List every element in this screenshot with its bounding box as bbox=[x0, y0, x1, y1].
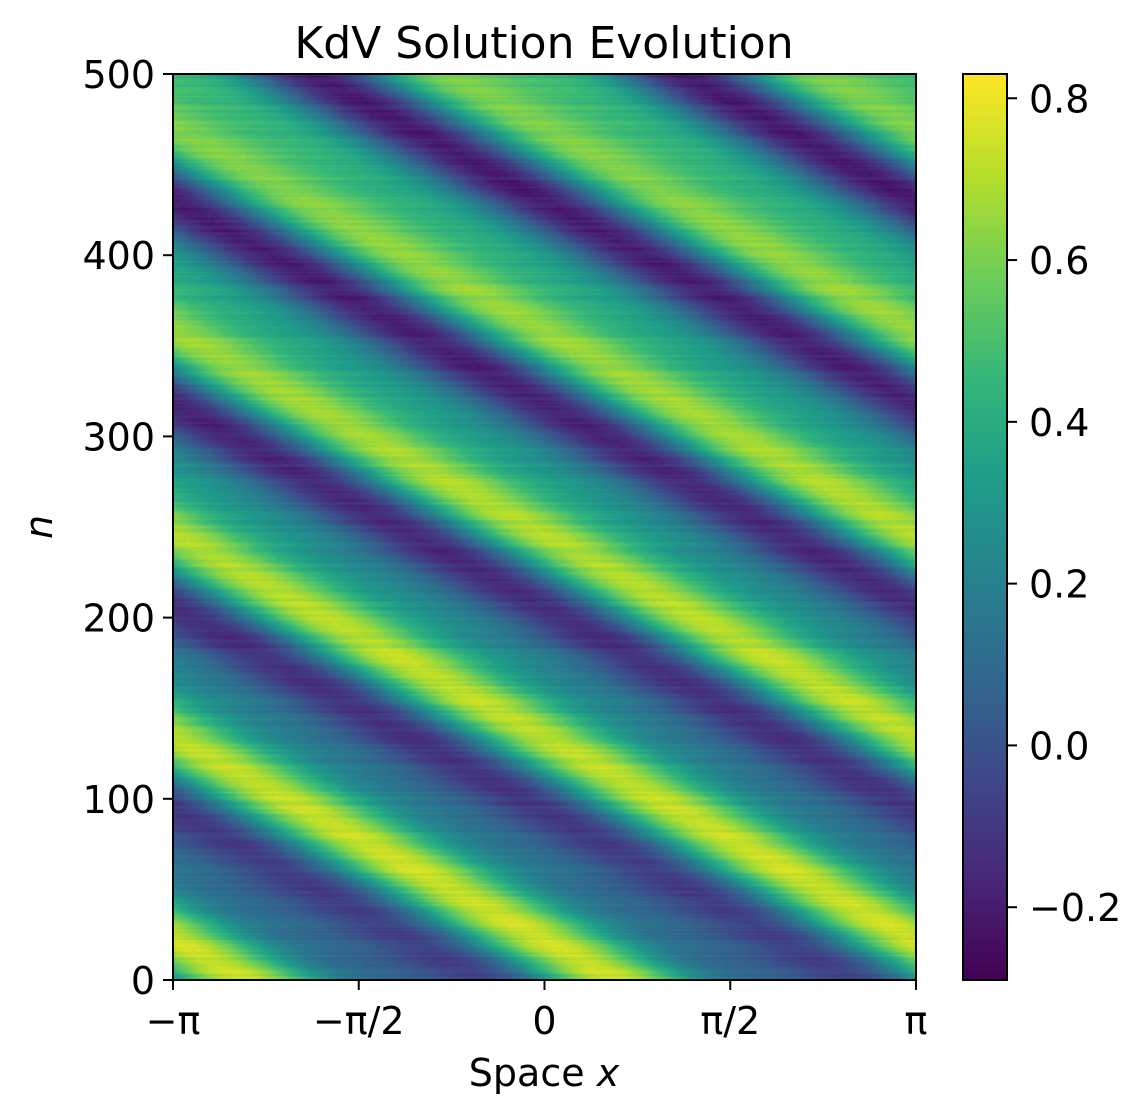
colorbar-tick-label: 0.2 bbox=[1029, 563, 1089, 607]
colorbar-tick-label: −0.2 bbox=[1029, 886, 1121, 930]
heatmap bbox=[173, 74, 916, 980]
x-tick-label: 0 bbox=[532, 999, 556, 1043]
chart-title: KdV Solution Evolution bbox=[294, 18, 793, 69]
colorbar-ticks: 0.8 0.6 0.4 0.2 0.0 −0.2 bbox=[1007, 77, 1121, 930]
colorbar-tick-label: 0.8 bbox=[1029, 77, 1089, 121]
x-tick-label: −π bbox=[146, 999, 201, 1043]
y-axis-label: n bbox=[17, 515, 61, 539]
y-tick-label: 300 bbox=[82, 415, 155, 459]
colorbar-gradient bbox=[963, 74, 1007, 980]
colorbar-frame bbox=[962, 73, 1008, 981]
y-tick-label: 0 bbox=[131, 959, 155, 1003]
y-tick-label: 500 bbox=[82, 53, 155, 97]
x-axis-label: Space x bbox=[469, 1051, 620, 1095]
y-tick-label: 200 bbox=[82, 597, 155, 641]
plot-area bbox=[172, 73, 917, 981]
colorbar-tick-label: 0.4 bbox=[1029, 401, 1089, 445]
x-axis-ticks: −π −π/2 0 π/2 π bbox=[146, 980, 928, 1043]
y-axis-ticks: 0 100 200 300 400 500 bbox=[82, 53, 173, 1003]
y-tick-label: 400 bbox=[82, 234, 155, 278]
y-tick-label: 100 bbox=[82, 778, 155, 822]
colorbar: 0.8 0.6 0.4 0.2 0.0 −0.2 bbox=[962, 73, 1121, 981]
x-tick-label: π bbox=[905, 999, 928, 1043]
x-tick-label: −π/2 bbox=[313, 999, 405, 1043]
colorbar-tick-label: 0.0 bbox=[1029, 724, 1089, 768]
colorbar-tick-label: 0.6 bbox=[1029, 239, 1089, 283]
x-tick-label: π/2 bbox=[700, 999, 760, 1043]
